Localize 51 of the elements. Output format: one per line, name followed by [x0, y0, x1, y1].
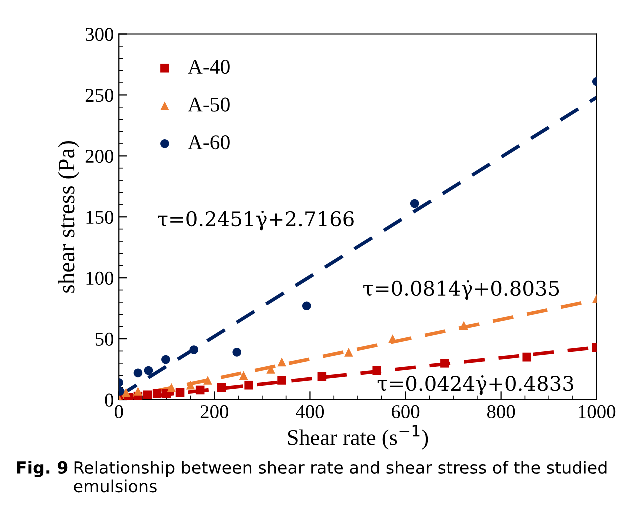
y-tick-label: 0: [105, 394, 114, 407]
point: [278, 376, 286, 385]
annotation: τ=0.0424γ̇+0.4833: [378, 376, 574, 396]
point: [143, 390, 152, 400]
x-tick-label: 200: [200, 405, 229, 419]
x-tick-label: 1000: [579, 405, 616, 419]
caption: Fig. 9: [17, 461, 68, 478]
point: [217, 383, 226, 392]
point: [134, 368, 143, 378]
point: [186, 380, 196, 390]
legend-label: A-60: [188, 136, 230, 150]
y-tick-label: 300: [86, 28, 114, 42]
y-tick-label: 200: [86, 150, 114, 164]
point: [344, 348, 354, 357]
y-axis-title: shear stress (Pa): [58, 141, 80, 293]
text: Relationship between shear rate and shear stress of the studied emulsions: [74, 461, 607, 493]
x-tick-label: 800: [487, 405, 516, 419]
point: [204, 376, 212, 385]
point: [522, 352, 532, 362]
annotation: τ=0.0814γ̇+0.8035: [364, 280, 560, 300]
y-tick-label: 50: [96, 332, 114, 346]
point: [410, 199, 420, 208]
x-tick-label: 400: [296, 405, 324, 419]
legend-label: A-40: [188, 60, 230, 74]
y-tick-label: 250: [86, 89, 114, 102]
x-axis-title: Shear rate (s$^{−1}$): [288, 425, 428, 450]
point: [190, 346, 199, 354]
point: [239, 371, 248, 380]
point: [144, 366, 154, 376]
point: [244, 380, 254, 390]
point: [162, 355, 170, 364]
point: [388, 334, 398, 344]
point: [278, 358, 286, 367]
point: [440, 359, 450, 368]
point: [302, 302, 312, 311]
point: [167, 383, 176, 392]
point: [152, 390, 162, 398]
point: [318, 372, 327, 382]
point: [266, 365, 276, 374]
annotation: τ=0.2451γ̇+2.7166: [158, 210, 354, 231]
point: [176, 388, 185, 398]
point: [372, 366, 382, 376]
point: [122, 388, 131, 398]
point: [134, 387, 143, 396]
x-tick-label: 0: [115, 405, 124, 419]
point: [232, 348, 242, 357]
y-tick-label: 150: [86, 210, 114, 224]
x-tick-label: 600: [392, 405, 420, 419]
y-tick-label: 100: [86, 272, 114, 286]
legend-label: A-50: [188, 98, 230, 112]
point: [196, 386, 205, 395]
